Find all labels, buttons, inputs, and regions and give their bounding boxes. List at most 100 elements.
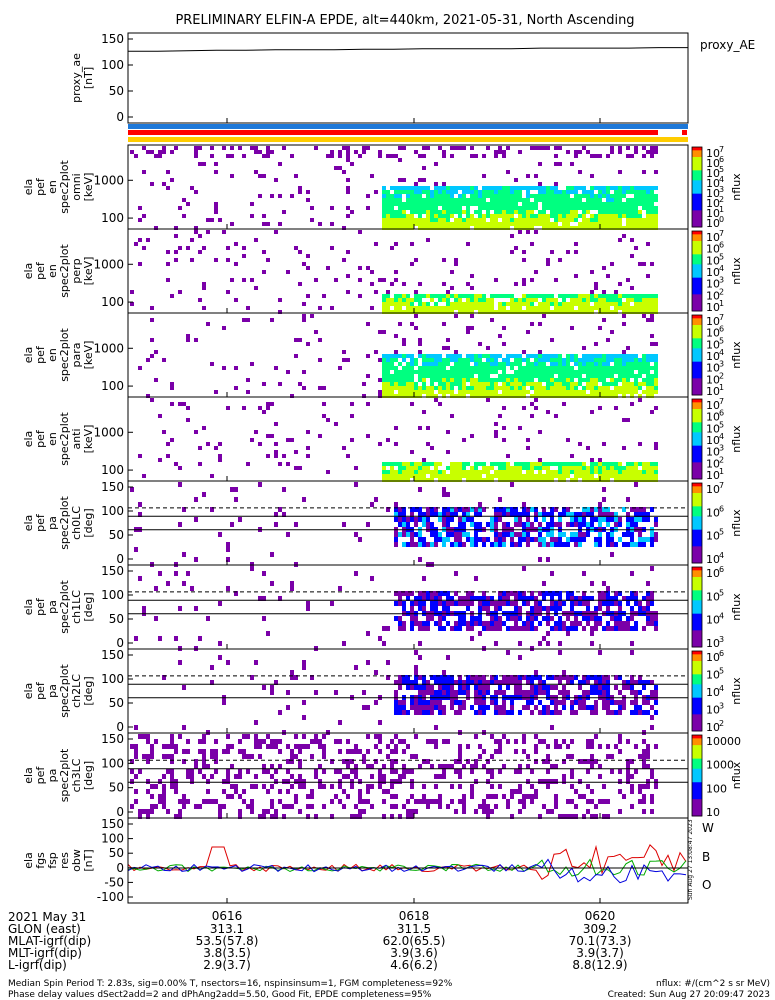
cell bbox=[418, 310, 422, 314]
cell bbox=[510, 705, 514, 710]
cell bbox=[518, 537, 522, 542]
cell bbox=[642, 306, 646, 310]
cell bbox=[518, 370, 522, 374]
colorbar-segment bbox=[692, 442, 702, 447]
cell bbox=[366, 206, 370, 210]
cell bbox=[262, 784, 266, 789]
cell bbox=[594, 226, 598, 230]
cell bbox=[538, 700, 542, 705]
cell bbox=[526, 362, 530, 366]
cell bbox=[634, 705, 638, 710]
cell bbox=[506, 507, 510, 512]
cell bbox=[426, 202, 430, 206]
cell bbox=[626, 226, 630, 230]
cell bbox=[486, 690, 490, 695]
cell bbox=[490, 542, 494, 547]
cell bbox=[462, 362, 466, 366]
cell bbox=[450, 478, 454, 482]
cell bbox=[498, 222, 502, 226]
cell bbox=[566, 306, 570, 310]
cell bbox=[518, 641, 522, 646]
cell bbox=[634, 690, 638, 695]
cell bbox=[622, 626, 626, 631]
cell bbox=[458, 744, 462, 749]
cell bbox=[530, 474, 534, 478]
cell bbox=[338, 769, 342, 774]
cell bbox=[262, 571, 266, 576]
cell bbox=[602, 210, 606, 214]
cell bbox=[462, 794, 466, 799]
cell bbox=[426, 680, 430, 685]
cell bbox=[606, 186, 610, 190]
cell bbox=[618, 591, 622, 596]
cell bbox=[546, 186, 550, 190]
cell bbox=[618, 522, 622, 527]
cell bbox=[594, 298, 598, 302]
cell bbox=[494, 606, 498, 611]
cell bbox=[398, 470, 402, 474]
cell bbox=[622, 386, 626, 390]
cell bbox=[598, 601, 602, 606]
colorbar-frame bbox=[691, 398, 703, 480]
cell bbox=[162, 430, 166, 434]
cell bbox=[542, 616, 546, 621]
ylabel-line: ela bbox=[22, 431, 35, 448]
ylabel-line: ch0LC bbox=[70, 506, 83, 540]
cell bbox=[582, 675, 586, 680]
cell bbox=[626, 386, 630, 390]
cell bbox=[482, 478, 486, 482]
cell bbox=[306, 606, 310, 611]
cell bbox=[422, 374, 426, 378]
cell bbox=[298, 282, 302, 286]
cell bbox=[510, 382, 514, 386]
cell bbox=[222, 700, 226, 705]
cell bbox=[550, 779, 554, 784]
cell bbox=[562, 198, 566, 202]
spectrogram-cells bbox=[130, 230, 658, 314]
cell bbox=[618, 362, 622, 366]
cell bbox=[214, 799, 218, 804]
cell bbox=[650, 302, 654, 306]
cell bbox=[502, 466, 506, 470]
cell bbox=[402, 338, 406, 342]
cell bbox=[438, 402, 442, 406]
cell bbox=[642, 302, 646, 306]
cell bbox=[426, 705, 430, 710]
cell bbox=[646, 537, 650, 542]
cell bbox=[538, 214, 542, 218]
cell bbox=[398, 306, 402, 310]
cell bbox=[546, 675, 550, 680]
cell bbox=[642, 294, 646, 298]
ylabel-line: spec2plot bbox=[58, 664, 71, 718]
cell bbox=[362, 754, 366, 759]
cell bbox=[506, 470, 510, 474]
cell bbox=[514, 591, 518, 596]
cell bbox=[470, 542, 474, 547]
cell bbox=[458, 784, 462, 789]
cell bbox=[422, 302, 426, 306]
cell bbox=[362, 150, 366, 154]
cell bbox=[418, 512, 422, 517]
cell bbox=[402, 218, 406, 222]
colorbar-exponent: 4 bbox=[719, 551, 724, 560]
cell bbox=[646, 517, 650, 522]
cell bbox=[570, 186, 574, 190]
cell bbox=[562, 507, 566, 512]
cell bbox=[434, 366, 438, 370]
cell bbox=[378, 739, 382, 744]
cell bbox=[546, 532, 550, 537]
cell bbox=[598, 470, 602, 474]
colorbar-frame bbox=[691, 146, 703, 228]
cell bbox=[150, 784, 154, 789]
cell bbox=[390, 194, 394, 198]
cell bbox=[554, 358, 558, 362]
cell bbox=[514, 374, 518, 378]
cell bbox=[534, 406, 538, 410]
cell bbox=[602, 190, 606, 194]
cell bbox=[466, 606, 470, 611]
cell bbox=[630, 606, 634, 611]
cell bbox=[570, 784, 574, 789]
cell bbox=[382, 386, 386, 390]
cell bbox=[446, 306, 450, 310]
ytick-label: 100 bbox=[101, 463, 124, 477]
